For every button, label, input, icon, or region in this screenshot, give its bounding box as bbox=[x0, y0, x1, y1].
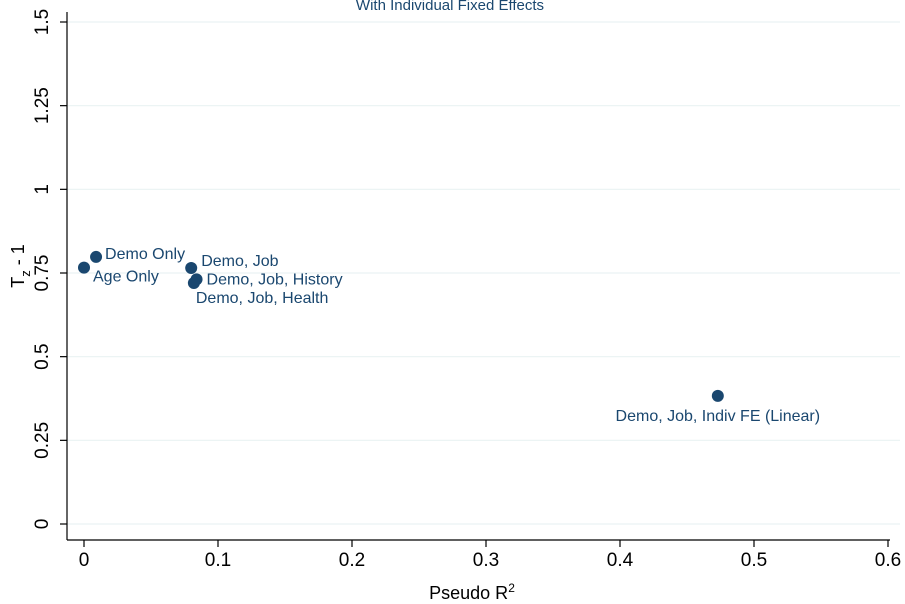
data-point bbox=[90, 250, 103, 263]
x-axis-title-text: Pseudo R bbox=[429, 583, 508, 603]
x-tick-label-1: 0.1 bbox=[205, 550, 231, 571]
data-point-label: Demo, Job, History bbox=[207, 271, 343, 288]
x-tick-label-6: 0.6 bbox=[875, 550, 901, 571]
axes: 0 0.25 0.5 0.75 1 1.25 1.5 0 0.1 0.2 0.3 0.4 0.5 0.6 bbox=[32, 9, 901, 571]
x-axis-title: Pseudo R2 bbox=[429, 581, 515, 603]
x-tick-label-5: 0.5 bbox=[741, 550, 767, 571]
data-point bbox=[185, 261, 198, 274]
data-point-label: Demo, Job, Indiv FE (Linear) bbox=[616, 408, 821, 425]
y-axis-title-subscript: z bbox=[18, 270, 33, 277]
y-tick-label-6: 1.5 bbox=[32, 9, 53, 35]
chart-subtitle: With Individual Fixed Effects bbox=[356, 0, 544, 14]
y-tick-label-4: 1 bbox=[32, 184, 53, 195]
x-axis-title-superscript: 2 bbox=[508, 581, 515, 595]
data-point bbox=[78, 261, 90, 274]
y-tick-label-2: 0.5 bbox=[32, 343, 53, 369]
y-tick-label-0: 0 bbox=[32, 519, 53, 530]
data-point bbox=[711, 389, 724, 402]
data-point bbox=[187, 277, 200, 290]
data-point-label: Age Only bbox=[93, 269, 159, 286]
data-point-label: Demo, Job bbox=[201, 253, 278, 270]
x-tick-label-0: 0 bbox=[79, 550, 90, 571]
gridlines bbox=[67, 21, 900, 525]
y-tick-label-1: 0.25 bbox=[32, 422, 53, 459]
y-axis-title-main: T bbox=[8, 277, 28, 288]
y-axis-title: Tz - 1 bbox=[8, 244, 33, 288]
y-tick-label-3: 0.75 bbox=[32, 255, 53, 292]
y-tick-label-5: 1.25 bbox=[32, 87, 53, 124]
x-tick-label-4: 0.4 bbox=[607, 550, 634, 571]
data-point-label: Demo Only bbox=[105, 246, 185, 263]
x-tick-label-3: 0.3 bbox=[473, 550, 499, 571]
x-tick-label-2: 0.2 bbox=[339, 550, 365, 571]
data-point-label: Demo, Job, Health bbox=[196, 290, 329, 307]
y-axis-title-rest: - 1 bbox=[8, 244, 28, 270]
